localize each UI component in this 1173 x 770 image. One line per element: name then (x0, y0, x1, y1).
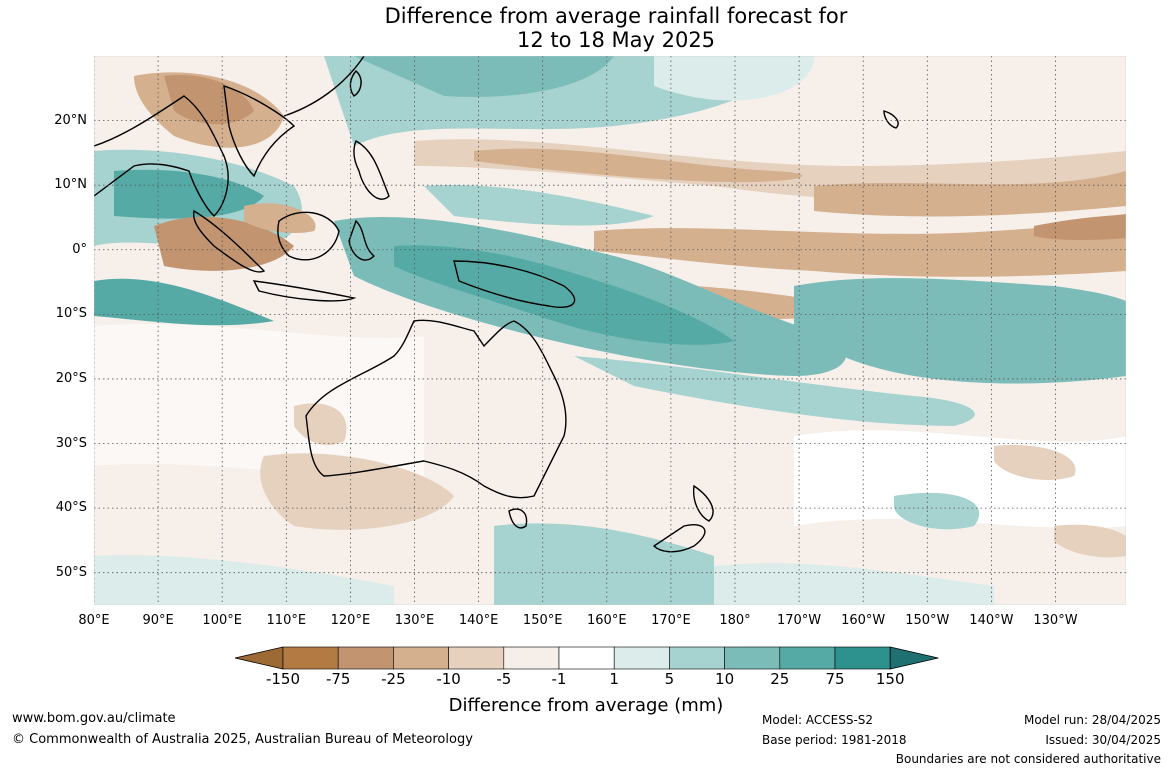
copyright-text: © Commonwealth of Australia 2025, Austra… (12, 732, 473, 747)
latitude-label: 50°S (55, 564, 87, 580)
china-coast (283, 56, 365, 117)
title-line-2: 12 to 18 May 2025 (516, 28, 716, 52)
legend-swatch (779, 646, 836, 670)
model-run-date: Model run: 28/04/2025 (1023, 713, 1161, 727)
legend-title: Difference from average (mm) (448, 695, 724, 716)
longitude-label: 160°W (841, 613, 886, 628)
map-title: Difference from average rainfall forecas… (0, 4, 1173, 52)
legend-swatch (503, 646, 560, 670)
legend-tick-label: -1 (551, 670, 567, 688)
latitude-label: 0° (72, 241, 87, 257)
legend-tick-label: 75 (825, 670, 845, 688)
legend-swatch (558, 646, 615, 670)
legend-tick-label: -75 (325, 670, 351, 688)
legend-colorbar (234, 646, 939, 670)
new-guinea-coast (453, 260, 576, 308)
hawaii-coast (883, 110, 899, 129)
latitude-label: 20°N (54, 112, 87, 128)
indochina-coast (223, 84, 296, 178)
longitude-label: 130°W (1033, 613, 1078, 628)
borneo-coast (277, 211, 340, 261)
longitude-label: 160°E (587, 613, 627, 628)
longitude-label: 170°E (651, 613, 691, 628)
java-coast (252, 280, 357, 302)
legend-swatch (337, 646, 394, 670)
longitude-label: 130°E (394, 613, 435, 628)
longitude-label: 100°E (202, 613, 242, 628)
longitude-label: 90°E (142, 613, 174, 628)
title-line-1: Difference from average rainfall forecas… (384, 4, 848, 28)
longitude-label: 150°E (522, 613, 563, 628)
legend-tick-label: -25 (381, 670, 406, 688)
new-zealand-south-coast (652, 524, 706, 553)
longitude-label: 140°W (969, 613, 1014, 628)
latitude-label: 20°S (55, 370, 87, 386)
longitude-label: 80°E (78, 613, 110, 628)
latitude-label: 10°S (55, 306, 87, 322)
longitude-label: 170°W (776, 613, 822, 628)
new-zealand-north-coast (692, 484, 714, 522)
website-url[interactable]: www.bom.gov.au/climate (12, 711, 176, 726)
legend-tick-label: 5 (664, 670, 675, 688)
legend-tick-label: 1 (609, 670, 619, 688)
anomaly-fields (94, 56, 1126, 605)
coastlines (94, 56, 899, 553)
longitude-label: 180° (719, 613, 751, 628)
legend-swatch (834, 646, 891, 670)
legend-tick-label: 10 (715, 670, 735, 688)
latitude-label: 30°S (55, 435, 87, 451)
tasmania-coast (508, 508, 528, 529)
legend-swatch (393, 646, 449, 670)
latitude-label: 10°N (54, 177, 87, 193)
legend-tick-label: -10 (436, 670, 461, 688)
legend-swatch (613, 646, 670, 670)
longitude-label: 140°E (458, 613, 499, 628)
sumatra-coast (192, 209, 266, 273)
legend-swatch (724, 646, 781, 670)
legend-swatch (669, 646, 725, 670)
australia-coast (305, 319, 567, 499)
legend-tick-label: 25 (770, 670, 790, 688)
legend-swatch (448, 646, 505, 670)
longitude-label: 120°E (330, 613, 371, 628)
asia-mainland-coast (94, 95, 229, 217)
boundaries-disclaimer: Boundaries are not considered authoritat… (895, 752, 1161, 766)
legend-tick-label: -5 (496, 670, 512, 688)
longitude-label: 150°W (905, 613, 950, 628)
model-name: Model: ACCESS-S2 (762, 713, 874, 727)
rainfall-anomaly-map (94, 56, 1126, 605)
issued-date: Issued: 30/04/2025 (1045, 733, 1161, 747)
legend-tick-label: -150 (265, 670, 301, 688)
base-period: Base period: 1981-2018 (762, 733, 907, 747)
taiwan-coast (349, 70, 362, 97)
legend-tick-label: 150 (875, 670, 905, 688)
legend-swatch (282, 646, 339, 670)
legend-arrow-high (889, 646, 939, 670)
latitude-label: 40°S (55, 500, 87, 516)
graticule (94, 56, 1126, 605)
philippines-coast (353, 140, 390, 200)
legend-arrow-low (234, 646, 284, 670)
sulawesi-coast (348, 219, 376, 261)
longitude-label: 110°E (266, 613, 307, 628)
